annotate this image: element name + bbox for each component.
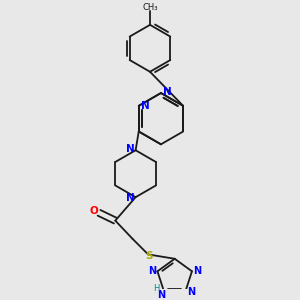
Text: H: H bbox=[153, 284, 159, 293]
Text: N: N bbox=[187, 287, 195, 297]
Text: N: N bbox=[126, 193, 134, 203]
Text: CH₃: CH₃ bbox=[142, 2, 158, 11]
Text: N: N bbox=[164, 87, 172, 98]
Text: N: N bbox=[194, 266, 202, 276]
Text: N: N bbox=[141, 101, 150, 112]
Text: S: S bbox=[146, 251, 153, 261]
Text: N: N bbox=[157, 290, 165, 300]
Text: N: N bbox=[148, 266, 156, 276]
Text: O: O bbox=[90, 206, 99, 216]
Text: N: N bbox=[126, 144, 134, 154]
